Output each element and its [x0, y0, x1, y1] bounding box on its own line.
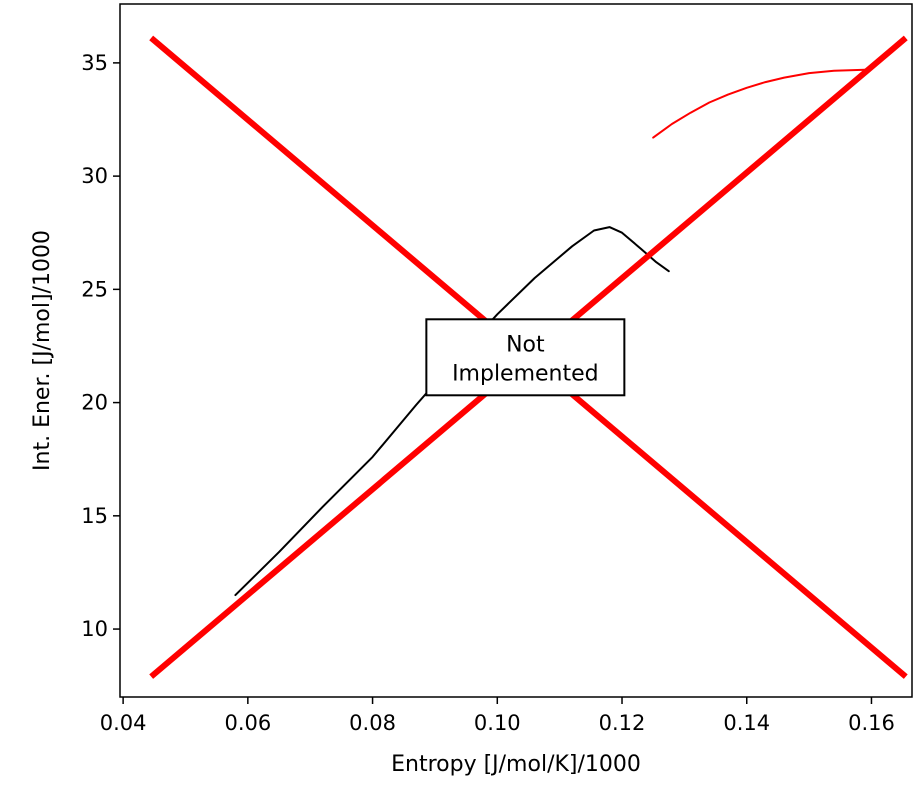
y-tick-label-1: 15	[81, 504, 108, 528]
x-tick-label-1: 0.06	[224, 711, 271, 735]
plot-frame	[119, 3, 913, 698]
x-tick-label-3: 0.10	[474, 711, 521, 735]
y-tick-label-4: 30	[81, 164, 108, 188]
series-line-2	[652, 68, 867, 139]
x-axis-label: Entropy [J/mol/K]/1000	[391, 752, 641, 777]
x-tick-label-5: 0.14	[723, 711, 770, 735]
y-axis-ticks: 10 15 20 25 30 35	[81, 51, 120, 641]
y-axis-label: Int. Ener. [J/mol]/1000	[30, 230, 55, 471]
annotation-line-2: Implemented	[452, 361, 599, 386]
y-tick-label-5: 35	[81, 51, 108, 75]
y-tick-label-0: 10	[81, 617, 108, 641]
x-axis-ticks: 0.04 0.06 0.08 0.10 0.12 0.14 0.16	[100, 697, 895, 735]
annotation-line-1: Not	[506, 332, 545, 357]
x-tick-label-0: 0.04	[100, 711, 147, 735]
series-line-1	[234, 226, 670, 597]
y-tick-label-3: 25	[81, 277, 108, 301]
not-implemented-annotation: Not Implemented	[425, 318, 626, 397]
annotation-box	[425, 318, 626, 397]
x-tick-label-6: 0.16	[848, 711, 895, 735]
x-tick-label-2: 0.08	[349, 711, 396, 735]
x-tick-label-4: 0.12	[599, 711, 646, 735]
y-tick-label-2: 20	[81, 391, 108, 415]
